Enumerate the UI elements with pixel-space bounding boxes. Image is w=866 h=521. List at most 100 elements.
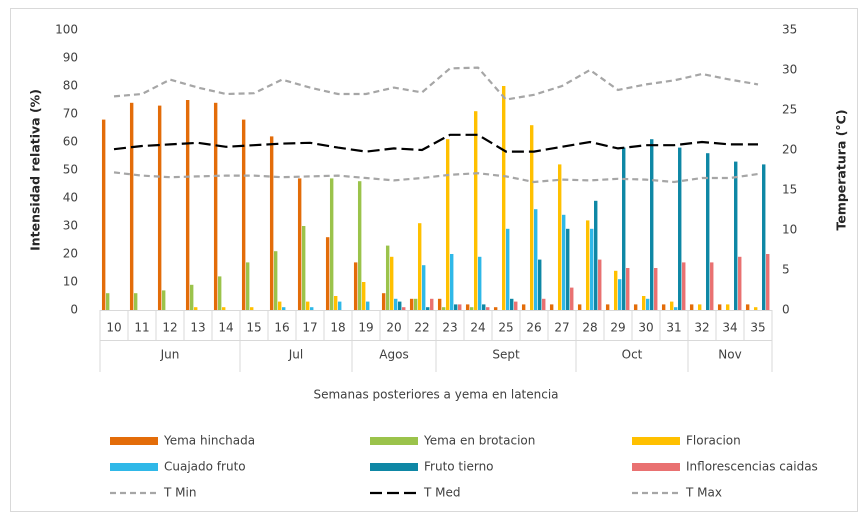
bar	[465, 304, 470, 310]
bar	[357, 181, 362, 310]
x-tick-label: 27	[554, 321, 569, 335]
x-tick-label: 16	[274, 321, 289, 335]
bar	[241, 119, 246, 310]
bar	[493, 307, 498, 310]
x-tick-label: 14	[218, 321, 233, 335]
bar	[329, 178, 334, 310]
bar	[618, 279, 622, 310]
group-label: Nov	[718, 348, 741, 362]
bar	[301, 226, 306, 310]
bar	[669, 301, 674, 310]
bar	[542, 298, 546, 310]
bar	[430, 298, 434, 310]
bar	[129, 102, 134, 310]
bar	[514, 301, 518, 310]
bar	[641, 296, 646, 310]
bar	[725, 304, 730, 310]
bar	[325, 237, 330, 310]
bar	[221, 307, 226, 310]
y2-tick-label: 35	[782, 23, 797, 37]
bar	[338, 301, 342, 310]
bar	[249, 307, 254, 310]
bar	[585, 220, 590, 310]
bar	[385, 245, 390, 310]
group-label: Oct	[622, 348, 643, 362]
bar	[738, 256, 742, 310]
bar	[482, 304, 486, 310]
legend-swatch	[110, 463, 158, 471]
y-tick-label: 80	[63, 79, 78, 93]
bar	[426, 307, 430, 310]
bar	[413, 298, 418, 310]
y2-tick-label: 5	[782, 263, 790, 277]
bar	[717, 304, 722, 310]
x-tick-label: 25	[498, 321, 513, 335]
group-label: Jul	[288, 348, 303, 362]
bar	[310, 307, 314, 310]
bar	[626, 268, 630, 310]
x-tick-label: 19	[358, 321, 373, 335]
bar	[697, 304, 702, 310]
y-tick-label: 60	[63, 135, 78, 149]
bar	[381, 293, 386, 310]
bar	[437, 298, 442, 310]
y-tick-label: 90	[63, 51, 78, 65]
legend-label: Floracion	[686, 434, 741, 448]
bar	[441, 307, 446, 310]
x-tick-label: 30	[638, 321, 653, 335]
bar	[590, 228, 594, 310]
y-tick-label: 70	[63, 107, 78, 121]
bar	[529, 125, 534, 310]
bar	[506, 228, 510, 310]
bar	[734, 161, 738, 310]
bar	[189, 284, 194, 310]
bar	[473, 111, 478, 310]
x-tick-label: 17	[302, 321, 317, 335]
bar	[577, 304, 582, 310]
x-tick-label: 29	[610, 321, 625, 335]
bar	[549, 304, 554, 310]
bar	[501, 86, 506, 310]
bar	[454, 304, 458, 310]
bar	[101, 119, 106, 310]
bar	[213, 102, 218, 310]
legend-label: T Med	[423, 486, 461, 500]
bar	[745, 304, 750, 310]
bar	[510, 298, 514, 310]
bar	[445, 139, 450, 310]
bar	[486, 307, 490, 310]
bar	[646, 298, 650, 310]
y2-tick-label: 10	[782, 223, 797, 237]
bar	[570, 287, 574, 310]
bar	[389, 256, 394, 310]
bar	[753, 307, 758, 310]
x-tick-label: 22	[414, 321, 429, 335]
legend-label: T Min	[163, 486, 196, 500]
bar	[161, 290, 166, 310]
bar	[305, 301, 310, 310]
x-tick-label: 15	[246, 321, 261, 335]
bar	[458, 304, 462, 310]
bar	[394, 298, 398, 310]
bar	[766, 254, 770, 310]
bar	[682, 262, 686, 310]
bar	[282, 307, 286, 310]
y-tick-label: 50	[63, 163, 78, 177]
y2-tick-label: 0	[782, 303, 790, 317]
bar	[557, 164, 562, 310]
bar	[333, 296, 338, 310]
legend-label: Yema en brotacion	[423, 434, 535, 448]
bar	[157, 105, 162, 310]
y-tick-label: 40	[63, 191, 78, 205]
legend-swatch	[110, 437, 158, 445]
x-tick-label: 32	[694, 321, 709, 335]
x-tick-label: 10	[106, 321, 121, 335]
y-tick-label: 10	[63, 275, 78, 289]
bar	[193, 307, 198, 310]
y2-tick-label: 30	[782, 63, 797, 77]
bar	[185, 100, 190, 310]
bar	[762, 164, 766, 310]
legend-label: Cuajado fruto	[164, 460, 246, 474]
bar	[710, 262, 714, 310]
